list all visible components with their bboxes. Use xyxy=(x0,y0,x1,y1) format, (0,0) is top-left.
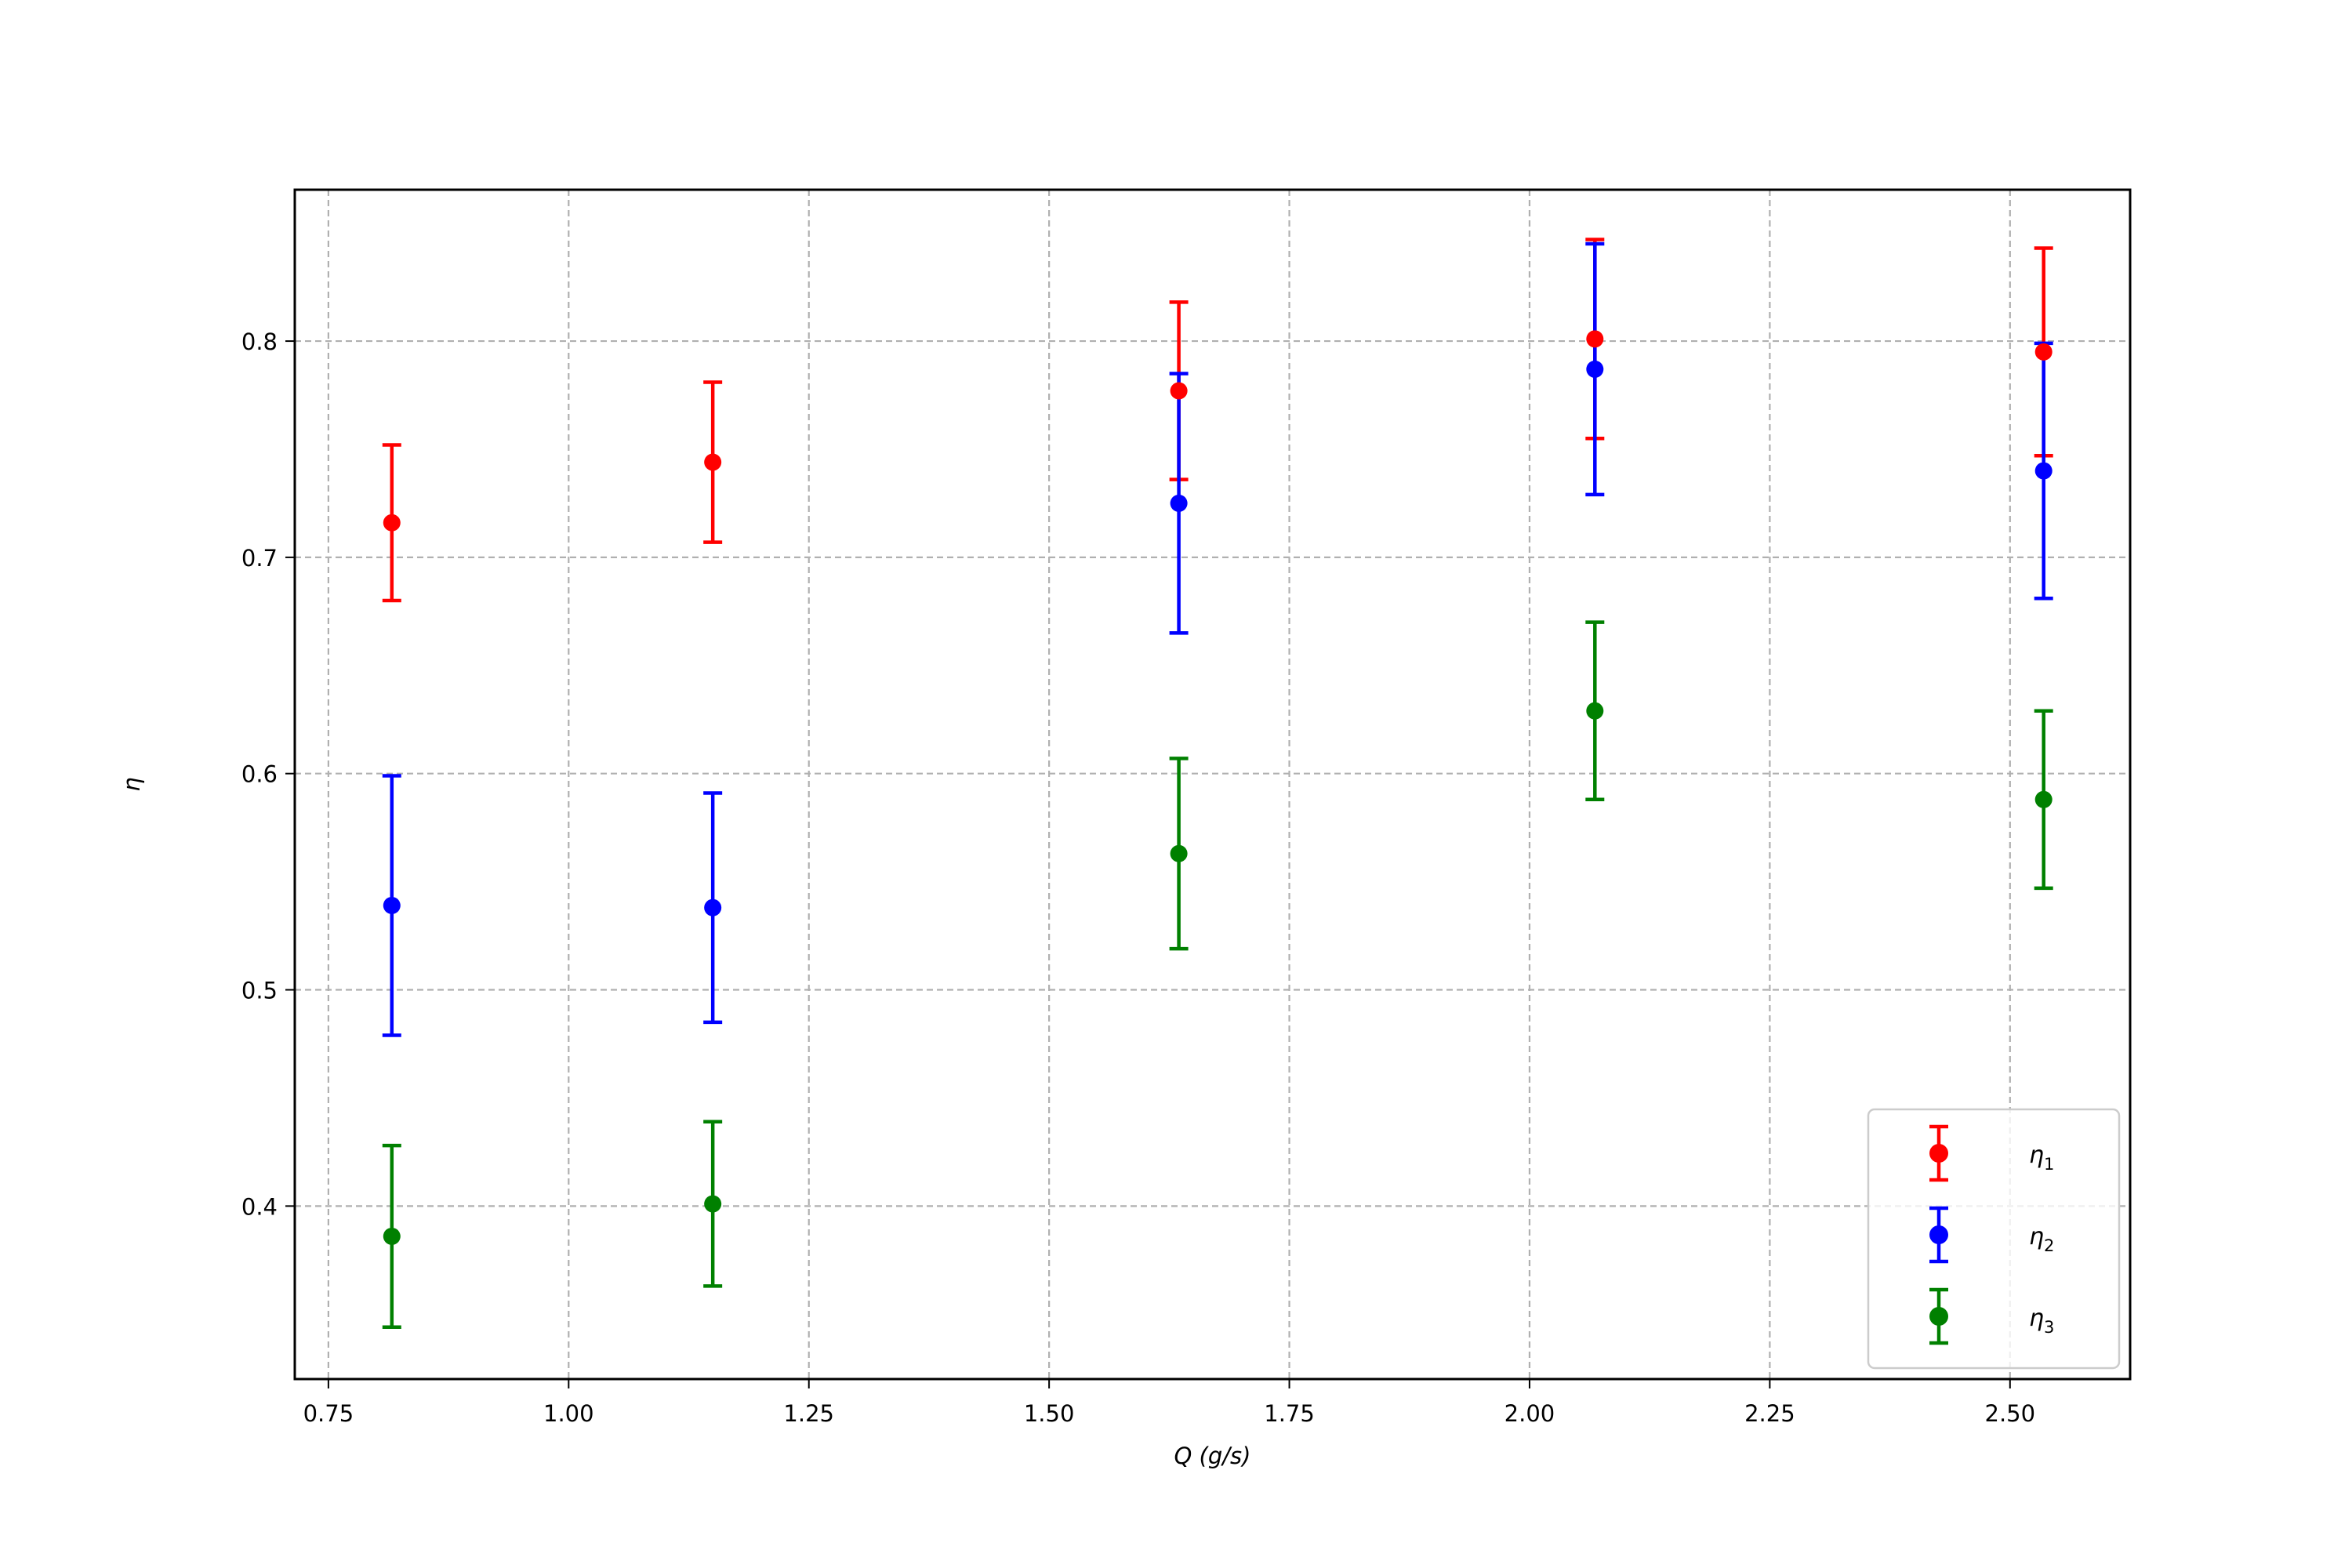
x-tick-label: 2.00 xyxy=(1504,1400,1555,1427)
legend-marker-point xyxy=(1929,1307,1948,1326)
data-point-η2 xyxy=(2034,462,2053,480)
x-tick-label: 1.50 xyxy=(1024,1400,1075,1427)
x-tick-label: 1.25 xyxy=(783,1400,834,1427)
error-bars xyxy=(382,238,2053,1330)
data-point-η1 xyxy=(383,514,401,532)
grid-lines xyxy=(295,190,2130,1379)
y-tick-label: 0.7 xyxy=(241,545,278,572)
plot-frame xyxy=(293,188,2132,1381)
data-point-η1 xyxy=(1170,382,1188,400)
x-axis-label: Q (g/s) xyxy=(1174,1443,1251,1469)
data-point-η3 xyxy=(383,1227,401,1245)
data-point-η2 xyxy=(1586,360,1604,378)
legend-box xyxy=(1867,1108,2121,1370)
data-point-η2 xyxy=(1170,494,1188,512)
data-point-η3 xyxy=(2034,790,2053,808)
data-points xyxy=(383,330,2053,1245)
data-point-η3 xyxy=(704,1195,722,1213)
data-point-η3 xyxy=(1170,844,1188,862)
y-tick-label: 0.5 xyxy=(241,978,278,1004)
legend-label: η3 xyxy=(2029,1305,2054,1337)
data-point-η2 xyxy=(704,898,722,916)
y-tick-label: 0.6 xyxy=(241,761,278,788)
y-tick-label: 0.4 xyxy=(241,1193,278,1220)
x-axis-ticks: 0.75 1.00 1.25 1.50 1.75 2.00 2.25 2.50 xyxy=(303,1379,2035,1427)
data-point-η2 xyxy=(383,896,401,914)
data-point-η1 xyxy=(704,453,722,471)
x-tick-label: 1.00 xyxy=(543,1400,594,1427)
y-axis-ticks: 0.4 0.5 0.6 0.7 0.8 xyxy=(241,328,295,1220)
y-axis-label: η xyxy=(118,777,145,791)
legend-marker-point xyxy=(1929,1144,1948,1163)
legend-marker-point xyxy=(1929,1225,1948,1244)
data-point-η1 xyxy=(1586,330,1604,348)
x-tick-label: 0.75 xyxy=(303,1400,354,1427)
data-point-η1 xyxy=(2034,343,2053,361)
data-point-η3 xyxy=(1586,702,1604,720)
x-tick-label: 2.50 xyxy=(1985,1400,2036,1427)
y-tick-label: 0.8 xyxy=(241,328,278,355)
legend-label: η2 xyxy=(2029,1223,2054,1255)
x-tick-label: 1.75 xyxy=(1264,1400,1315,1427)
legend-label: η1 xyxy=(2029,1142,2054,1174)
legend: η1 η2 η3 xyxy=(1867,1108,2121,1370)
x-tick-label: 2.25 xyxy=(1744,1400,1795,1427)
